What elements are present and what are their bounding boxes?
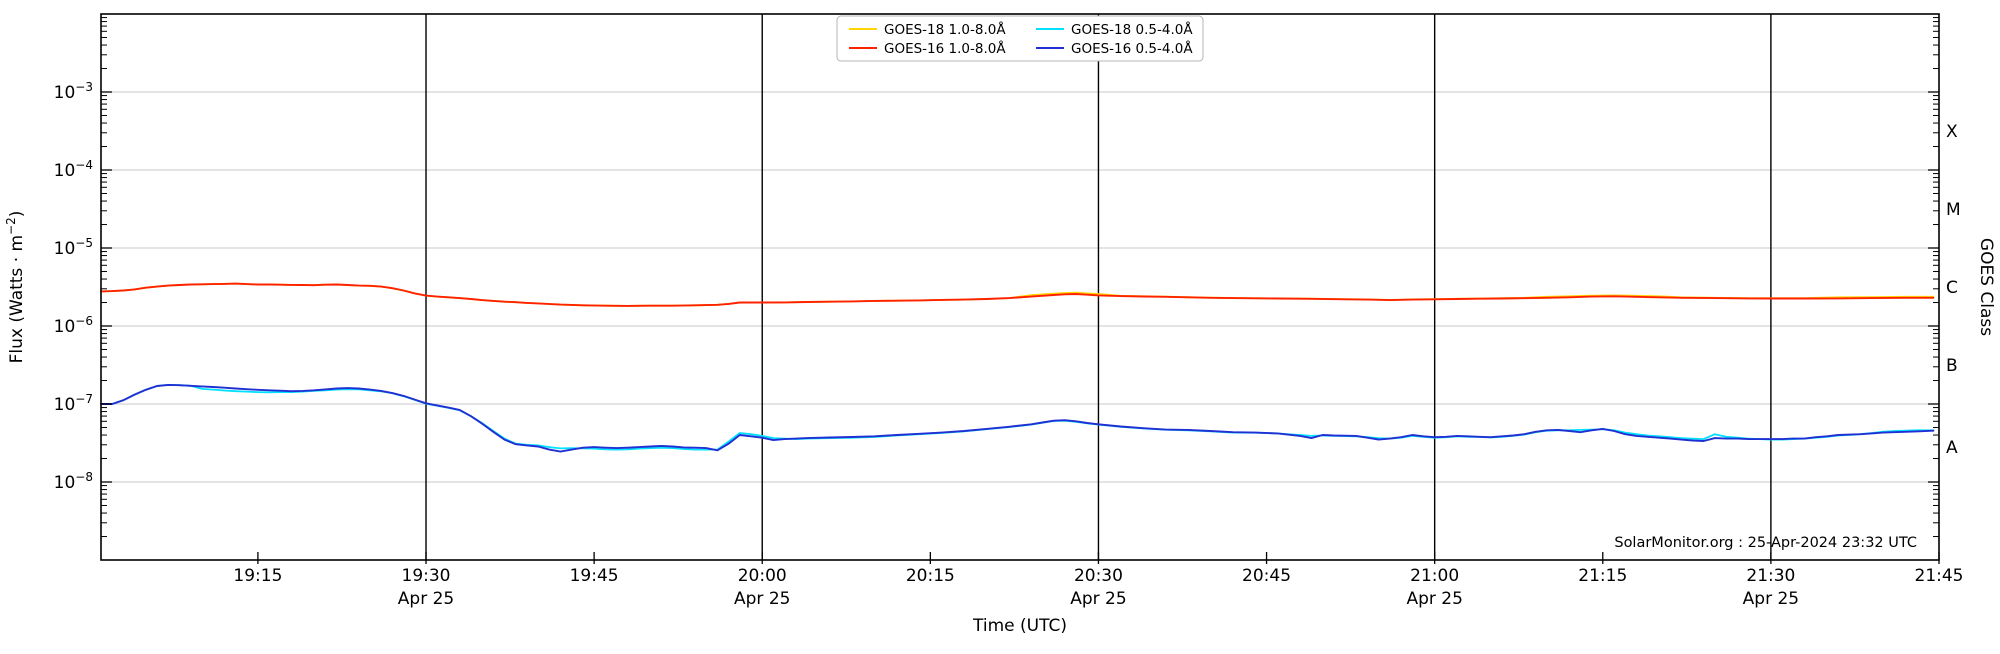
y-tick-label: 10−3	[54, 80, 93, 103]
legend-label-goes18-short: GOES-18 0.5-4.0Å	[1071, 21, 1193, 38]
x-day-label: Apr 25	[398, 589, 454, 609]
x-day-label: Apr 25	[1743, 589, 1799, 609]
x-tick-label: 19:30	[402, 566, 451, 586]
source-annotation: SolarMonitor.org : 25-Apr-2024 23:32 UTC	[1614, 535, 1917, 551]
y-tick-label: 10−8	[54, 470, 93, 493]
x-tick-label: 21:45	[1915, 566, 1964, 586]
y-tick-label: 10−5	[54, 236, 93, 259]
y-tick-label: 10−6	[54, 314, 93, 337]
series-goes-16-0.5-4.0-	[100, 383, 1935, 453]
x-tick-label: 21:00	[1410, 566, 1459, 586]
y-tick-labels: 10−3 10−4 10−5 10−6 10−7 10−8	[54, 80, 93, 493]
x-tick-label: 20:45	[1242, 566, 1291, 586]
x-tick-label: 21:15	[1578, 566, 1627, 586]
axis-ticks	[101, 17, 1940, 564]
halfhour-vlines	[425, 14, 1772, 560]
x-tick-label: 20:30	[1074, 566, 1123, 586]
x-tick-labels: 19:15 19:30 Apr 25 19:45 20:00 Apr 25 20:15 20:…	[233, 566, 1963, 609]
legend: GOES-18 1.0-8.0Å GOES-16 1.0-8.0Å GOES-1…	[836, 15, 1204, 62]
goes-class-letters: X M C B A	[1946, 122, 1961, 458]
x-tick-label: 19:15	[233, 566, 282, 586]
legend-label-goes16-short: GOES-16 0.5-4.0Å	[1071, 40, 1193, 57]
x-day-label: Apr 25	[734, 589, 790, 609]
plot-frame	[100, 13, 1940, 561]
x-day-label: Apr 25	[1070, 589, 1126, 609]
x-tick-label: 21:30	[1746, 566, 1795, 586]
x-tick-label: 20:00	[738, 566, 787, 586]
goes-class-C: C	[1946, 278, 1958, 298]
goes-class-X: X	[1946, 122, 1958, 142]
y-tick-label: 10−7	[54, 392, 93, 415]
gridlines	[101, 91, 1939, 483]
goes-class-M: M	[1946, 200, 1961, 220]
x-axis-title: Time (UTC)	[972, 616, 1067, 636]
goes-class-A: A	[1946, 438, 1958, 458]
y-axis-title: Flux (Watts · m−2)	[4, 211, 27, 364]
x-day-label: Apr 25	[1406, 589, 1462, 609]
flux-series	[100, 282, 1935, 453]
legend-box	[836, 15, 1204, 62]
x-tick-label: 20:15	[906, 566, 955, 586]
right-axis-title: GOES Class	[1976, 238, 1996, 336]
legend-label-goes16-long: GOES-16 1.0-8.0Å	[884, 40, 1006, 57]
x-tick-label: 19:45	[570, 566, 619, 586]
goes-class-B: B	[1946, 356, 1958, 376]
legend-label-goes18-long: GOES-18 1.0-8.0Å	[884, 21, 1006, 38]
series-goes-18-0.5-4.0-	[100, 383, 1935, 451]
series-goes-16-1.0-8.0-	[100, 282, 1935, 307]
y-tick-label: 10−4	[54, 158, 93, 181]
